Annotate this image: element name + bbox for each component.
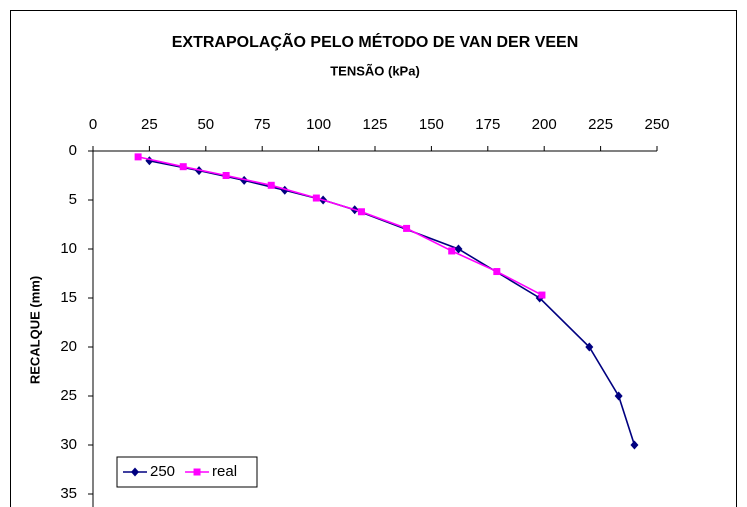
x-tick-label: 50: [197, 116, 214, 133]
marker: [222, 172, 230, 179]
marker: [240, 175, 249, 185]
marker: [131, 467, 139, 477]
marker: [585, 342, 594, 352]
marker: [179, 163, 187, 171]
marker: [403, 224, 411, 232]
y-tick-label: 15: [60, 289, 77, 306]
x-tick-label: 250: [644, 116, 669, 133]
marker: [134, 153, 142, 161]
x-tick-label: 75: [254, 116, 271, 133]
x-tick-label: 125: [362, 116, 387, 133]
x-axis-label: TENSÃO (kPa): [330, 63, 420, 78]
y-tick-label: 20: [60, 338, 77, 355]
y-tick-label: 30: [60, 436, 77, 453]
x-tick-label: 175: [475, 116, 500, 133]
y-tick-label: 35: [60, 485, 77, 502]
marker: [312, 194, 320, 202]
marker: [193, 468, 201, 476]
y-tick-label: 5: [69, 191, 77, 208]
y-tick-label: 0: [69, 142, 77, 159]
legend-label: 250: [150, 463, 175, 480]
marker: [493, 268, 501, 276]
marker: [538, 291, 546, 299]
marker: [454, 244, 463, 254]
y-tick-label: 25: [60, 387, 77, 404]
marker: [614, 391, 623, 401]
y-tick-label: 10: [60, 240, 77, 257]
marker: [357, 208, 365, 216]
x-tick-label: 225: [588, 116, 613, 133]
marker: [267, 181, 275, 189]
series-line: [137, 156, 543, 296]
y-axis-label: RECALQUE (mm): [27, 276, 42, 384]
marker: [448, 247, 456, 255]
x-tick-label: 0: [89, 116, 97, 133]
marker: [630, 440, 639, 450]
x-tick-label: 200: [532, 116, 557, 133]
legend-label: real: [212, 463, 237, 480]
x-tick-label: 150: [419, 116, 444, 133]
x-tick-label: 100: [306, 116, 331, 133]
chart-title: EXTRAPOLAÇÃO PELO MÉTODO DE VAN DER VEEN: [172, 31, 579, 51]
chart-frame: [10, 10, 737, 507]
x-tick-label: 25: [141, 116, 158, 133]
